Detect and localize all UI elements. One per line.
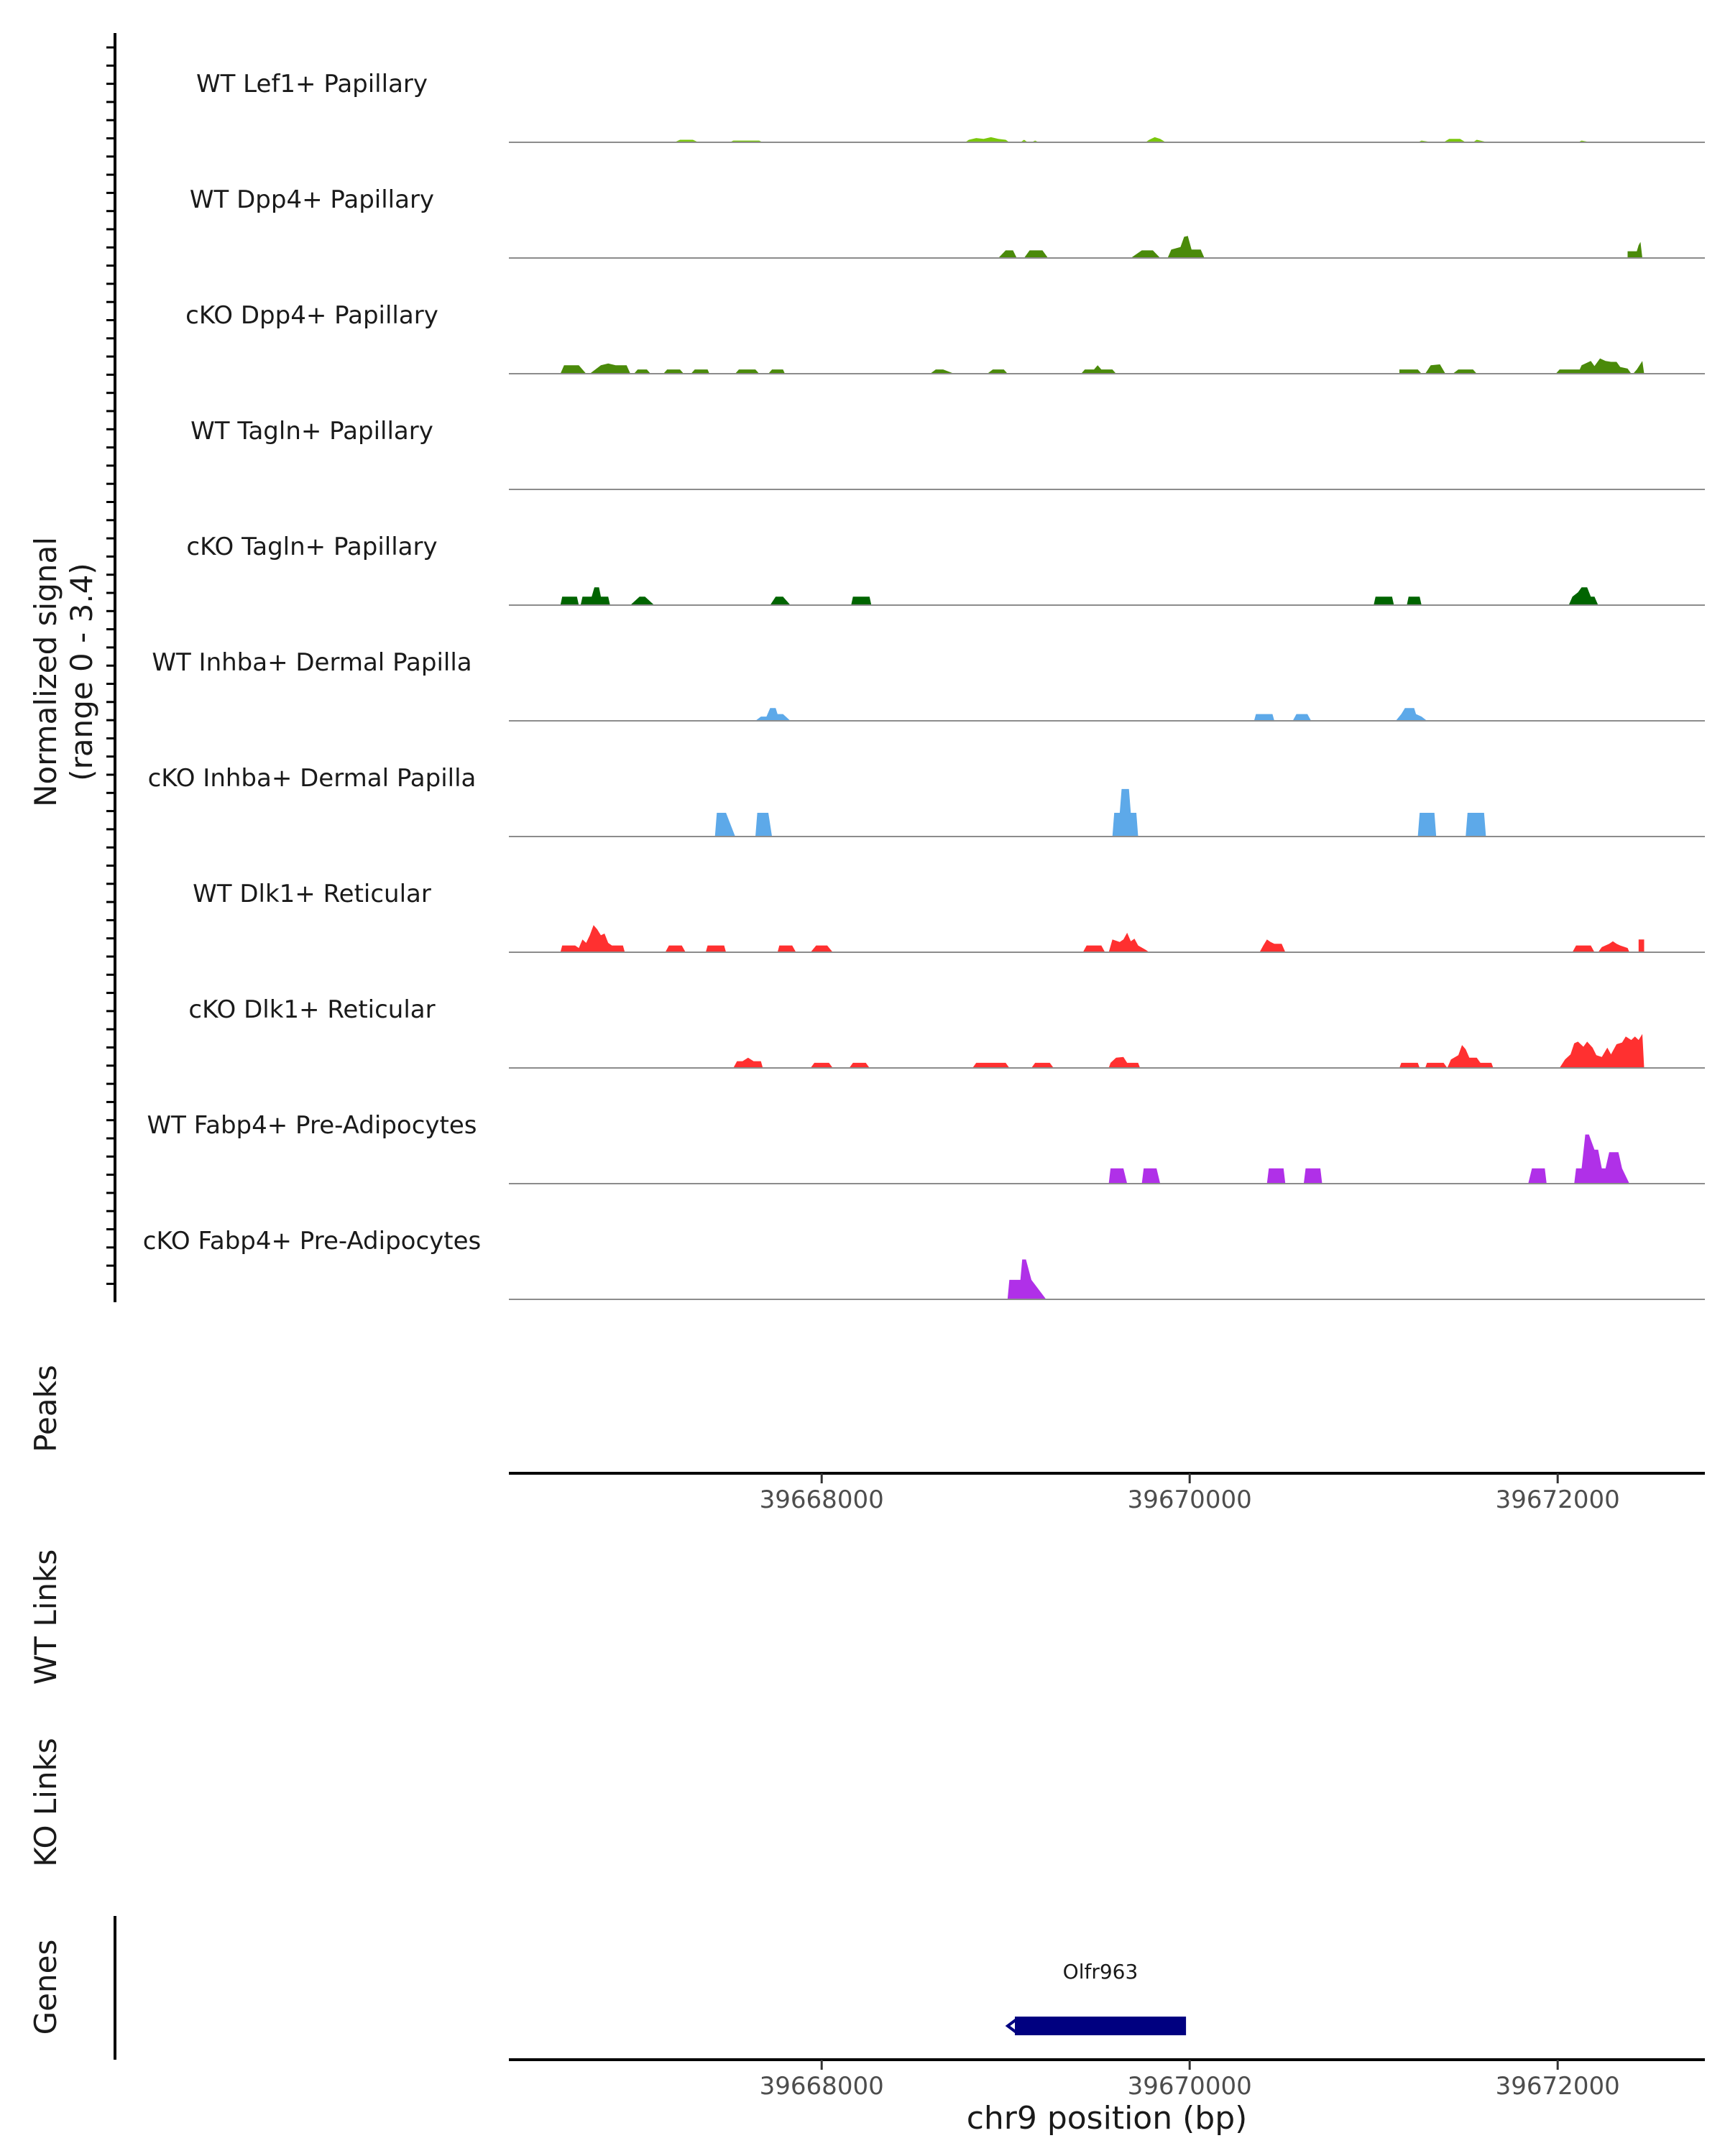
signal-axis-label: Normalized signal — [28, 537, 63, 807]
ko-links-label: KO Links — [28, 1738, 63, 1867]
track-label: cKO Fabp4+ Pre-Adipocytes — [143, 1227, 482, 1256]
track-label: WT Dlk1+ Reticular — [193, 880, 431, 908]
x-tick-label: 39668000 — [760, 1485, 884, 1514]
signal-track: cKO Dpp4+ Papillary — [185, 301, 1705, 374]
signal-track: WT Dpp4+ Papillary — [190, 185, 1705, 259]
signal-track: WT Dlk1+ Reticular — [193, 880, 1705, 953]
signal-track: WT Tagln+ Papillary — [190, 417, 1705, 490]
track-label: WT Lef1+ Papillary — [196, 70, 428, 98]
signal-track: cKO Tagln+ Papillary — [186, 533, 1705, 606]
x-tick-label: 39672000 — [1496, 2072, 1620, 2101]
genes-x-ticks: 39668000 39670000 39672000 — [760, 2060, 1620, 2101]
track-label: WT Tagln+ Papillary — [190, 417, 433, 446]
signal-area — [560, 358, 1644, 374]
x-tick-label: 39668000 — [760, 2072, 884, 2101]
signal-area — [755, 708, 1427, 721]
signal-track: cKO Fabp4+ Pre-Adipocytes — [143, 1227, 1705, 1300]
track-label: cKO Dpp4+ Papillary — [185, 301, 438, 330]
x-axis-title: chr9 position (bp) — [967, 2100, 1248, 2137]
signal-y-ticks — [106, 46, 115, 1285]
x-tick-label: 39670000 — [1128, 2072, 1252, 2101]
wt-links-label: WT Links — [28, 1549, 63, 1685]
signal-area — [733, 1033, 1644, 1068]
gene-body — [1015, 2017, 1187, 2035]
signal-track: cKO Dlk1+ Reticular — [188, 995, 1705, 1069]
track-label: cKO Tagln+ Papillary — [186, 533, 437, 561]
track-label: cKO Dlk1+ Reticular — [188, 995, 435, 1024]
peaks-label: Peaks — [28, 1365, 63, 1452]
x-tick-label: 39670000 — [1128, 1485, 1252, 1514]
gene-name-label: Olfr963 — [1063, 1960, 1138, 1984]
signal-track: WT Fabp4+ Pre-Adipocytes — [147, 1111, 1705, 1184]
track-label: cKO Inhba+ Dermal Papilla — [148, 764, 477, 793]
strand-arrow-icon — [1005, 2018, 1018, 2034]
genes-label: Genes — [28, 1940, 63, 2035]
signal-track: WT Inhba+ Dermal Papilla — [152, 648, 1705, 722]
signal-area — [1108, 1134, 1629, 1184]
track-label: WT Inhba+ Dermal Papilla — [152, 648, 472, 677]
signal-track: WT Lef1+ Papillary — [196, 70, 1705, 143]
signal-axis-range-label: (range 0 - 3.4) — [64, 563, 99, 781]
signal-track: cKO Inhba+ Dermal Papilla — [148, 764, 1705, 837]
coverage-tracks: WT Lef1+ Papillary WT Dpp4+ Papillary cKO … — [143, 70, 1705, 1300]
signal-area — [1007, 1259, 1046, 1299]
gene-track: Olfr963 — [1005, 1960, 1187, 2035]
track-label: WT Fabp4+ Pre-Adipocytes — [147, 1111, 477, 1140]
track-label: WT Dpp4+ Papillary — [190, 185, 434, 214]
signal-area — [560, 925, 1644, 952]
x-tick-label: 39672000 — [1496, 1485, 1620, 1514]
peaks-x-ticks: 39668000 39670000 39672000 — [760, 1473, 1620, 1514]
